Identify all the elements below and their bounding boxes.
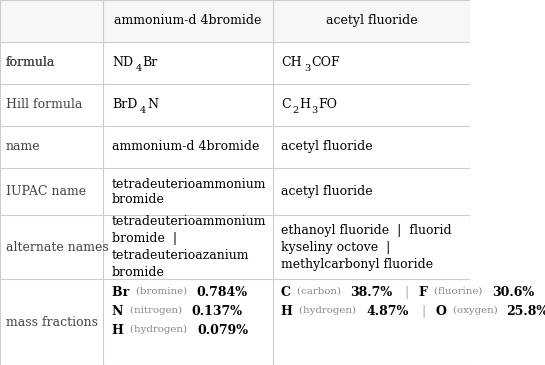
Text: 38.7%: 38.7% (350, 286, 392, 299)
Text: acetyl fluoride: acetyl fluoride (281, 185, 373, 198)
Text: CH: CH (281, 57, 302, 69)
Text: (fluorine): (fluorine) (434, 287, 486, 296)
Text: acetyl fluoride: acetyl fluoride (281, 141, 373, 153)
Text: 4.87%: 4.87% (367, 305, 409, 318)
Text: N: N (147, 99, 158, 111)
Text: H: H (299, 99, 310, 111)
Text: H: H (281, 305, 298, 318)
Text: tetradeuterioammonium
bromide  |
tetradeuterioazanium
bromide: tetradeuterioammonium bromide | tetradeu… (112, 215, 267, 279)
Text: BrD: BrD (112, 99, 137, 111)
Text: 4: 4 (136, 64, 142, 73)
Text: ND: ND (112, 57, 133, 69)
Text: 0.079%: 0.079% (197, 324, 248, 337)
Text: IUPAC name: IUPAC name (5, 185, 86, 198)
Text: 0.137%: 0.137% (191, 305, 242, 318)
Text: (oxygen): (oxygen) (453, 306, 501, 315)
Text: H: H (112, 324, 128, 337)
Text: 25.8%: 25.8% (506, 305, 545, 318)
Text: tetradeuterioammonium
bromide: tetradeuterioammonium bromide (112, 178, 267, 205)
Text: alternate names: alternate names (5, 241, 108, 254)
Text: O: O (436, 305, 451, 318)
Text: 0.784%: 0.784% (197, 286, 247, 299)
Text: (nitrogen): (nitrogen) (130, 306, 185, 315)
Text: formula: formula (5, 57, 55, 69)
Text: ethanoyl fluoride  |  fluorid
kyseliny octove  |
methylcarbonyl fluoride: ethanoyl fluoride | fluorid kyseliny oct… (281, 224, 452, 271)
Text: (hydrogen): (hydrogen) (299, 306, 360, 315)
Text: name: name (5, 141, 40, 153)
Text: mass fractions: mass fractions (5, 316, 98, 329)
Text: F: F (420, 286, 433, 299)
Text: 30.6%: 30.6% (492, 286, 534, 299)
Text: formula: formula (5, 57, 55, 69)
Text: 3: 3 (311, 106, 318, 115)
Text: |: | (397, 286, 417, 299)
Text: ammonium-d 4bromide: ammonium-d 4bromide (114, 15, 262, 27)
Text: C: C (281, 99, 291, 111)
Text: 2: 2 (292, 106, 298, 115)
Text: ammonium-d 4bromide: ammonium-d 4bromide (112, 141, 259, 153)
Text: (carbon): (carbon) (298, 287, 344, 296)
Text: |: | (414, 305, 434, 318)
Text: COF: COF (311, 57, 340, 69)
Text: 3: 3 (304, 64, 311, 73)
Text: Br: Br (142, 57, 158, 69)
Text: FO: FO (318, 99, 337, 111)
Text: (bromine): (bromine) (136, 287, 190, 296)
Text: N: N (112, 305, 128, 318)
Text: Hill formula: Hill formula (5, 99, 82, 111)
Text: (hydrogen): (hydrogen) (130, 325, 190, 334)
Text: acetyl fluoride: acetyl fluoride (326, 15, 417, 27)
Text: Br: Br (112, 286, 134, 299)
Text: C: C (281, 286, 296, 299)
Text: 4: 4 (140, 106, 147, 115)
Bar (0, 0, 470, 42)
